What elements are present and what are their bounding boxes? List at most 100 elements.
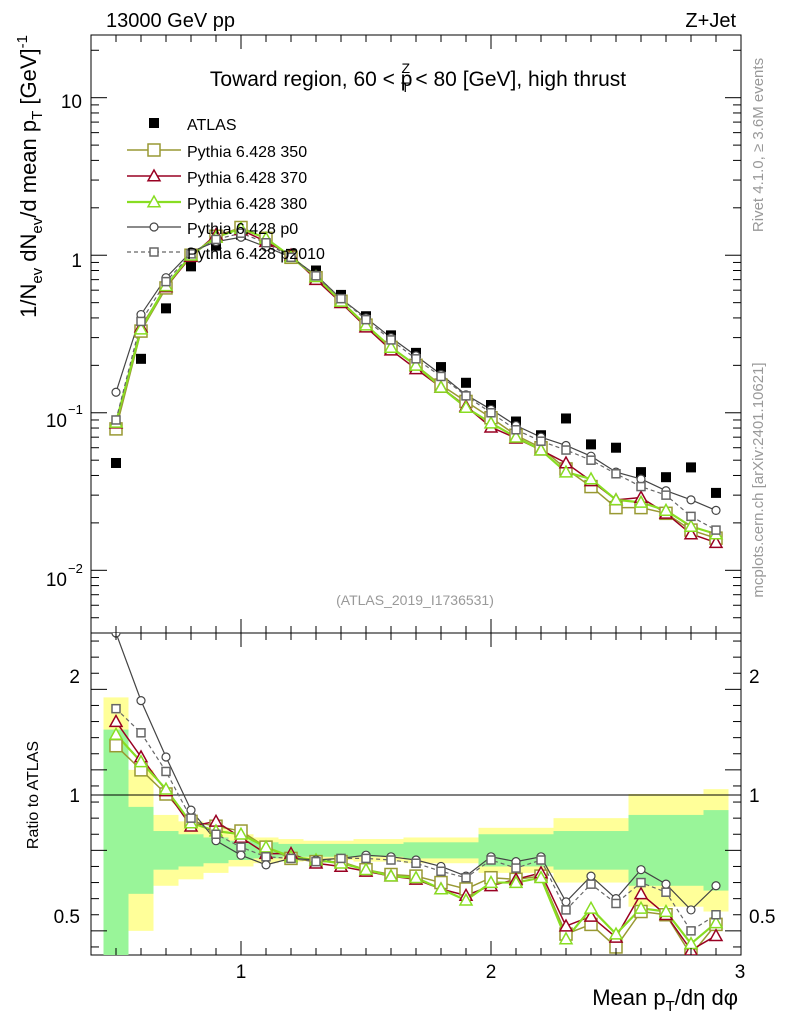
ratio-point-p2010-10 (361, 853, 371, 864)
legend-atlas-label: ATLAS (187, 117, 237, 134)
ratio-point-p0-18 (561, 897, 571, 907)
band-inner-2 (153, 831, 179, 870)
ratio-point-p2010-16 (511, 863, 521, 873)
ratio-tick-2-left: 2 (69, 667, 80, 688)
ratio-point-p370-19 (583, 908, 599, 922)
ratio-point-p2010-15 (486, 855, 496, 865)
legend-marker-p380 (146, 194, 162, 208)
ratio-point-p2010-1 (136, 728, 146, 738)
point-atlas-1 (136, 353, 146, 364)
ratio-point-p2010-14 (461, 872, 471, 883)
main-y-axis-label: 1/Nev dNev/d mean pT [GeV]-1 (14, 35, 46, 318)
point-p2010-24 (711, 525, 721, 535)
point-p380-14 (458, 399, 474, 414)
point-p2010-9 (336, 293, 346, 304)
ratio-point-p0-5 (236, 850, 246, 860)
point-p380-17 (533, 442, 549, 456)
point-p2010-14 (461, 391, 471, 401)
point-atlas-23 (686, 462, 696, 473)
point-p380-12 (408, 357, 424, 371)
point-p380-18 (558, 464, 574, 478)
ratio-tick-0.5-left: 0.5 (54, 907, 80, 928)
band-inner-3 (178, 834, 204, 867)
point-p380-10 (358, 317, 374, 331)
header-left: 13000 GeV pp (106, 10, 235, 32)
point-atlas-0 (111, 457, 121, 468)
ratio-tick-0.5-right: 0.5 (749, 907, 775, 928)
legend-p0-label: Pythia 6.428 p0 (187, 221, 298, 238)
band-inner-0 (103, 729, 129, 955)
y-tick-10: 10 (61, 92, 82, 113)
y-tick-0.01-exp: −2 (68, 561, 83, 576)
band-inner-20 (603, 831, 629, 870)
ratio-y-tick-labels: 2 1 0.5 2 1 0.5 (54, 667, 776, 928)
band-inner-19 (578, 831, 604, 870)
ratio-point-p2010-21 (636, 877, 646, 888)
ratio-point-p2010-3 (186, 813, 196, 823)
point-p380-13 (433, 379, 449, 393)
legend: ATLAS Pythia 6.428 350 Pythia 6.428 370 … (127, 117, 325, 263)
point-p380-1 (133, 321, 149, 335)
point-p2010-20 (611, 469, 621, 479)
ratio-point-p2010-19 (586, 879, 596, 889)
point-p2010-7 (286, 252, 296, 263)
point-atlas-3 (186, 261, 196, 272)
point-p2010-13 (436, 371, 446, 382)
point-p0-23 (686, 495, 696, 505)
ratio-point-p0-1 (136, 696, 146, 706)
ratio-point-p2010-13 (436, 866, 446, 877)
axes-group (91, 35, 741, 955)
point-p380-21 (633, 494, 649, 508)
x-tick-labels: 1 2 3 (236, 962, 746, 983)
point-p380-11 (383, 339, 399, 353)
band-inner-22 (653, 814, 679, 886)
ratio-point-p380-14 (458, 892, 474, 906)
ratio-point-p2010-12 (411, 858, 421, 868)
ratio-point-p380-11 (383, 868, 399, 882)
x-tick-3: 3 (735, 962, 746, 983)
ratio-tick-2-right: 2 (749, 667, 760, 688)
ratio-point-p2010-4 (211, 829, 221, 839)
x-axis-label: Mean pT/dη dφ (592, 985, 738, 1015)
ratio-point-p2010-11 (386, 855, 396, 865)
legend-marker-p350 (147, 143, 161, 157)
y-tick-0.01: 10 (46, 570, 67, 591)
point-p2010-4 (211, 234, 221, 245)
ratio-point-p2010-6 (261, 852, 271, 862)
band-inner-14 (453, 842, 479, 859)
point-p2010-18 (561, 445, 571, 455)
ratio-point-p380-6 (258, 839, 274, 853)
point-p2010-19 (586, 455, 596, 465)
point-p2010-12 (411, 354, 421, 364)
legend-marker-p2010 (149, 247, 159, 257)
mcplots-label: mcplots.cern.ch [arXiv:2401.10621] (750, 362, 767, 597)
point-p2010-17 (536, 436, 546, 446)
ratio-point-p380-20 (608, 926, 624, 940)
x-tick-2: 2 (486, 962, 497, 983)
ratio-point-p380-12 (408, 870, 424, 884)
ratio-point-p380-0 (108, 726, 124, 740)
ratio-point-p380-17 (533, 870, 549, 884)
point-atlas-13 (436, 362, 446, 373)
band-inner-24 (703, 810, 729, 891)
ratio-uncertainty-bands (103, 697, 729, 955)
y-tick-0.1: 10 (46, 411, 67, 432)
series-line-p2010 (115, 232, 717, 531)
ratio-point-p0-6 (261, 860, 271, 870)
point-atlas-18 (561, 413, 571, 424)
point-p0-0 (111, 387, 121, 397)
ratio-point-p380-18 (558, 931, 574, 945)
ratio-point-p2010-7 (286, 853, 296, 864)
point-atlas-14 (461, 377, 471, 388)
ratio-point-p2010-24 (711, 910, 721, 920)
band-inner-8 (303, 843, 329, 857)
band-inner-10 (353, 843, 379, 857)
point-p2010-1 (136, 316, 146, 327)
ratio-point-p380-13 (433, 881, 449, 895)
point-p380-20 (608, 492, 624, 506)
ratio-point-p0-19 (586, 871, 596, 881)
ratio-clipped-group (108, 633, 724, 955)
series-line-p350 (115, 226, 717, 539)
x-tick-1: 1 (236, 962, 247, 983)
